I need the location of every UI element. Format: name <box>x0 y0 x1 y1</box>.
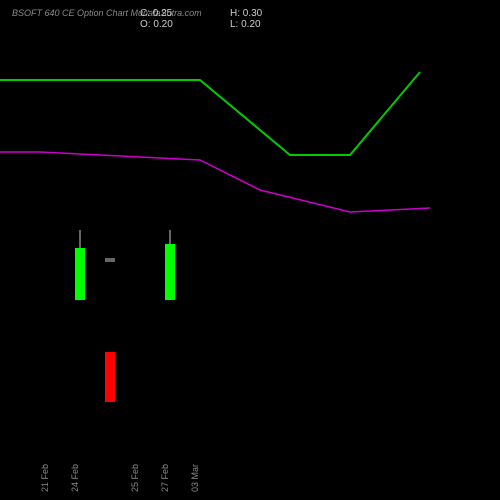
x-axis-label: 24 Feb <box>70 464 80 492</box>
x-axis-label: 25 Feb <box>130 464 140 492</box>
overlay-lines <box>0 72 430 212</box>
price-chart <box>0 0 500 500</box>
x-axis-label: 03 Mar <box>190 464 200 492</box>
candlesticks <box>75 230 175 402</box>
x-axis-label: 27 Feb <box>160 464 170 492</box>
x-axis-labels: 21 Feb 24 Feb 25 Feb 27 Feb 03 Mar <box>0 432 500 492</box>
x-axis-label: 21 Feb <box>40 464 50 492</box>
